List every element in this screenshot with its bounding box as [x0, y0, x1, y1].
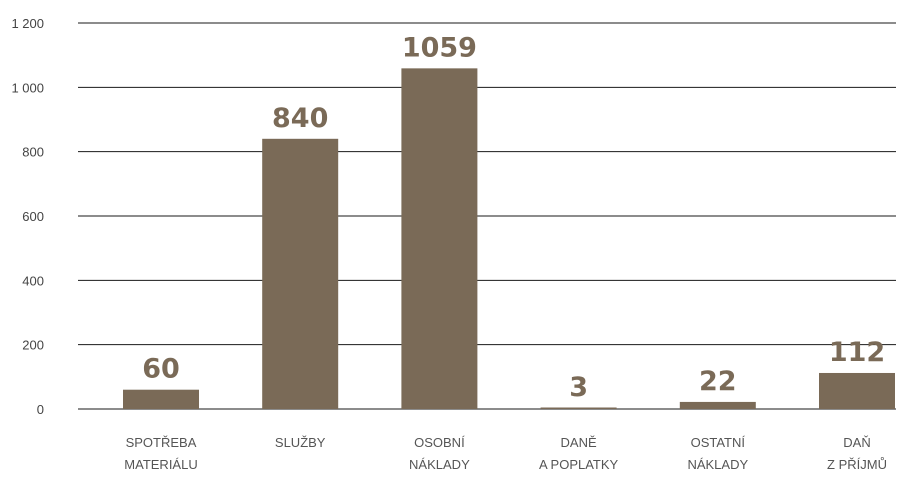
category-label: MATERIÁLU	[124, 457, 197, 472]
y-tick-label: 200	[22, 338, 44, 353]
y-tick-label: 600	[22, 209, 44, 224]
bar	[401, 68, 478, 409]
data-labels: 60 840 1059 3 22 112	[142, 32, 885, 403]
bar	[123, 389, 199, 409]
category-label: Z PŘÍJMŮ	[827, 457, 887, 472]
data-label: 3	[569, 372, 588, 403]
gridlines	[78, 22, 896, 410]
bar	[540, 407, 617, 409]
data-label: 840	[272, 103, 328, 134]
category-label: OSOBNÍ	[414, 435, 465, 450]
category-label: DANĚ	[561, 435, 597, 450]
y-tick-label: 800	[22, 145, 44, 160]
category-label: NÁKLADY	[687, 457, 748, 472]
bar	[679, 401, 756, 409]
category-label: NÁKLADY	[409, 457, 470, 472]
y-tick-label: 400	[22, 273, 44, 288]
category-label: SPOTŘEBA	[126, 435, 197, 450]
y-tick-label: 1 200	[11, 16, 44, 31]
bar	[262, 138, 339, 410]
data-label: 112	[829, 337, 885, 368]
category-label: SLUŽBY	[275, 435, 326, 450]
data-label: 1059	[402, 32, 477, 63]
x-axis-categories: SPOTŘEBA MATERIÁLU SLUŽBY OSOBNÍ NÁKLADY DANĚ…	[124, 435, 887, 472]
category-label: A POPLATKY	[539, 457, 619, 472]
bar	[819, 372, 895, 409]
bars	[123, 68, 895, 410]
data-label: 22	[699, 366, 737, 397]
category-label: OSTATNÍ	[691, 435, 746, 450]
category-label: DAŇ	[843, 435, 870, 450]
y-axis-ticks: 0 200 400 600 800 1 000 1 200	[11, 16, 44, 417]
y-tick-label: 0	[37, 402, 44, 417]
data-label: 60	[142, 354, 180, 385]
y-tick-label: 1 000	[11, 80, 44, 95]
